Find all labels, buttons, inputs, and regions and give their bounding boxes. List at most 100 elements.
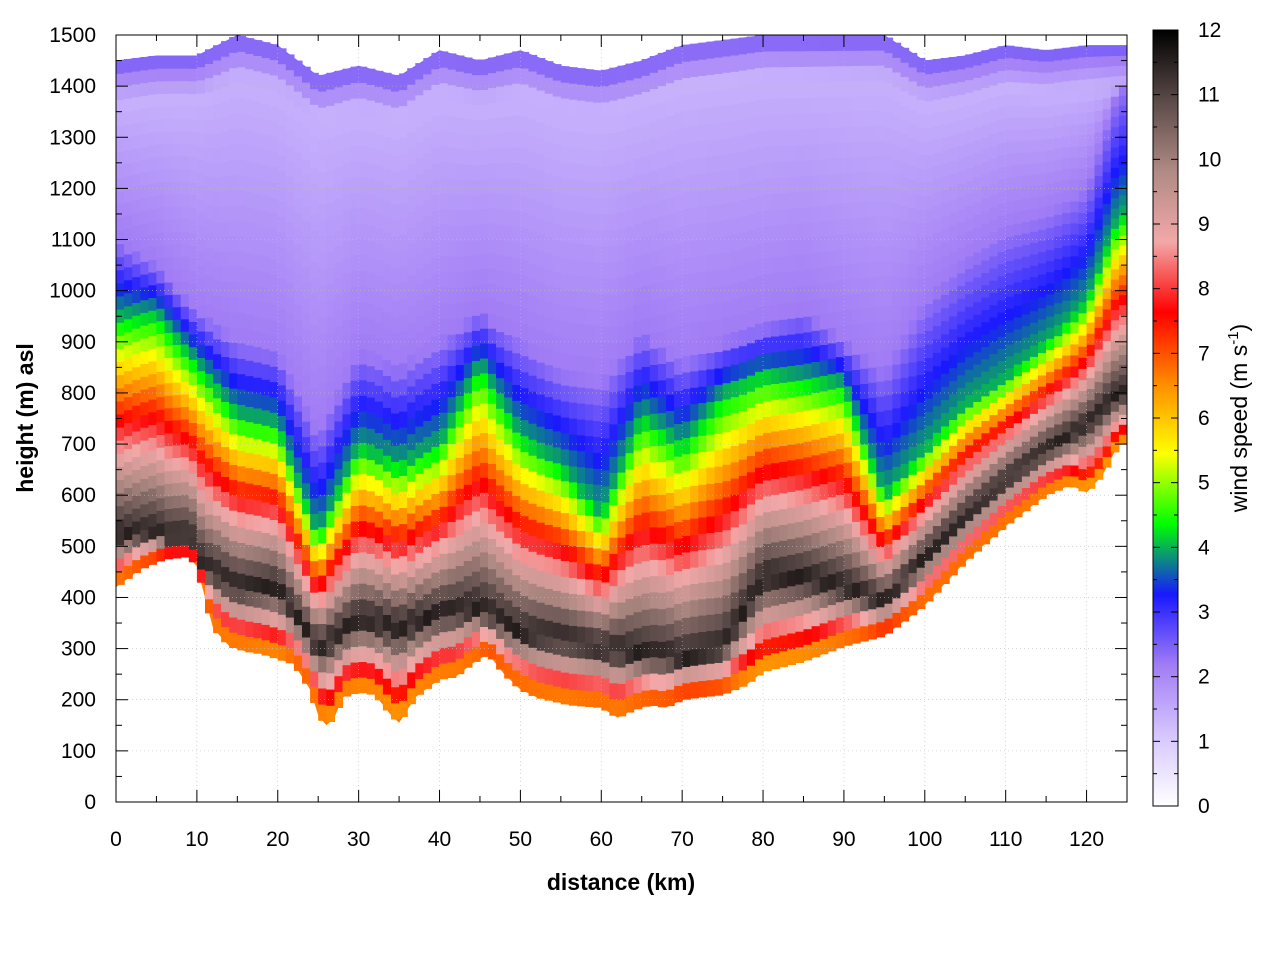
wind-cell bbox=[221, 41, 230, 57]
wind-cell bbox=[698, 173, 707, 191]
wind-cell bbox=[391, 702, 400, 720]
wind-cell bbox=[221, 131, 230, 147]
wind-cell bbox=[480, 164, 489, 180]
wind-cell bbox=[827, 204, 837, 221]
wind-cell bbox=[763, 416, 772, 433]
wind-cell bbox=[132, 456, 141, 471]
wind-cell bbox=[827, 219, 837, 236]
wind-cell bbox=[981, 186, 991, 199]
wind-cell bbox=[1021, 94, 1031, 107]
wind-cell bbox=[415, 173, 424, 190]
wind-cell bbox=[795, 223, 805, 240]
wind-cell bbox=[285, 160, 295, 177]
wind-cell bbox=[577, 307, 586, 324]
wind-cell bbox=[746, 326, 756, 344]
wind-cell bbox=[544, 540, 554, 557]
wind-cell bbox=[884, 469, 894, 485]
wind-cell bbox=[868, 533, 877, 549]
wind-cell bbox=[981, 161, 991, 175]
wind-cell bbox=[908, 179, 918, 194]
wind-cell bbox=[415, 110, 424, 127]
wind-cell bbox=[1070, 112, 1080, 125]
wind-cell bbox=[989, 194, 999, 208]
wind-cell bbox=[657, 249, 667, 266]
wind-cell bbox=[690, 272, 699, 290]
wind-cell bbox=[431, 68, 441, 85]
wind-cell bbox=[1094, 99, 1104, 111]
wind-cell bbox=[140, 465, 149, 479]
wind-cell bbox=[269, 44, 279, 61]
wind-cell bbox=[148, 144, 158, 159]
wind-cell bbox=[334, 516, 344, 533]
wind-cell bbox=[641, 414, 651, 432]
wind-cell bbox=[763, 82, 772, 100]
wind-cell bbox=[1102, 319, 1112, 331]
wind-cell bbox=[633, 255, 643, 273]
wind-cell bbox=[755, 419, 764, 436]
wind-cell bbox=[617, 293, 627, 311]
wind-cell bbox=[132, 263, 141, 278]
wind-cell bbox=[763, 289, 772, 306]
wind-cell bbox=[382, 598, 392, 615]
wind-cell bbox=[447, 630, 457, 647]
wind-cell bbox=[1054, 170, 1063, 182]
wind-cell bbox=[1110, 218, 1120, 229]
wind-cell bbox=[318, 542, 327, 560]
wind-cell bbox=[577, 84, 586, 101]
wind-cell bbox=[318, 236, 327, 253]
wind-cell bbox=[293, 456, 303, 473]
wind-cell bbox=[698, 91, 707, 109]
wind-cell bbox=[245, 114, 255, 131]
wind-cell bbox=[391, 74, 400, 92]
wind-cell bbox=[763, 336, 772, 354]
wind-cell bbox=[674, 210, 683, 228]
wind-cell bbox=[156, 80, 166, 94]
wind-cell bbox=[641, 463, 651, 481]
wind-cell bbox=[924, 181, 934, 196]
wind-cell bbox=[641, 657, 651, 675]
wind-cell bbox=[1078, 134, 1088, 147]
wind-cell bbox=[237, 419, 246, 436]
wind-cell bbox=[698, 451, 707, 469]
wind-cell bbox=[916, 71, 926, 87]
wind-cell bbox=[981, 334, 991, 347]
wind-cell bbox=[860, 171, 869, 187]
wind-cell bbox=[730, 608, 740, 625]
wind-cell bbox=[1054, 70, 1063, 83]
wind-cell bbox=[455, 86, 465, 103]
wind-cell bbox=[334, 436, 344, 454]
wind-cell bbox=[310, 529, 319, 546]
wind-cell bbox=[941, 465, 950, 479]
wind-cell bbox=[981, 136, 991, 150]
wind-cell bbox=[544, 620, 554, 637]
wind-cell bbox=[269, 120, 279, 137]
wind-cell bbox=[787, 412, 796, 429]
wind-cell bbox=[285, 252, 295, 268]
wind-cell bbox=[843, 370, 853, 387]
wind-cell bbox=[1054, 412, 1063, 425]
wind-cell bbox=[1038, 374, 1047, 387]
wind-cell bbox=[771, 415, 780, 432]
wind-cell bbox=[690, 632, 699, 650]
wind-cell bbox=[512, 51, 521, 68]
wind-cell bbox=[350, 662, 360, 679]
wind-cell bbox=[932, 245, 942, 260]
wind-cell bbox=[819, 251, 829, 268]
wind-cell bbox=[746, 68, 756, 86]
wind-cell bbox=[690, 354, 699, 372]
wind-cell bbox=[577, 450, 586, 468]
wind-cell bbox=[269, 596, 279, 613]
wind-cell bbox=[649, 624, 659, 642]
wind-cell bbox=[391, 187, 400, 205]
wind-cell bbox=[860, 156, 869, 172]
wind-cell bbox=[1054, 203, 1063, 215]
wind-cell bbox=[585, 531, 594, 548]
wind-cell bbox=[585, 196, 594, 214]
wind-cell bbox=[407, 163, 416, 180]
wind-cell bbox=[884, 439, 894, 455]
wind-cell bbox=[180, 331, 190, 345]
wind-cell bbox=[649, 88, 659, 106]
wind-cell bbox=[196, 476, 206, 491]
wind-cell bbox=[803, 534, 813, 552]
wind-cell bbox=[924, 560, 934, 575]
